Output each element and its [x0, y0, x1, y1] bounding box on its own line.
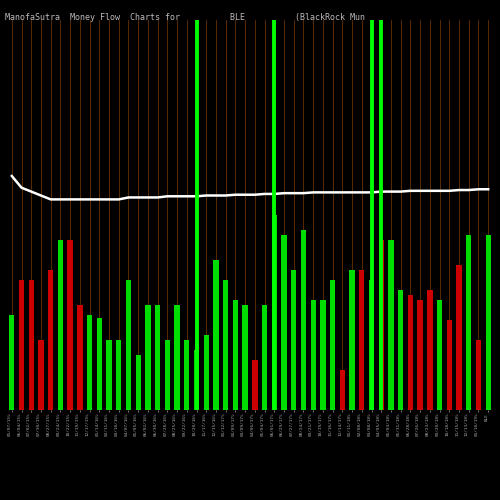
Bar [476, 340, 481, 410]
Bar [340, 370, 345, 410]
Bar [291, 270, 296, 410]
Bar [223, 280, 228, 410]
Bar [28, 280, 34, 410]
Bar [184, 340, 190, 410]
Bar [164, 340, 170, 410]
Bar [282, 235, 286, 410]
Bar [204, 335, 209, 410]
Bar [68, 240, 73, 410]
Bar [378, 240, 384, 410]
Bar [437, 300, 442, 410]
Bar [301, 230, 306, 410]
Bar [446, 320, 452, 410]
Bar [155, 305, 160, 410]
Bar [214, 260, 218, 410]
Bar [427, 290, 432, 410]
Bar [330, 280, 336, 410]
Bar [136, 355, 141, 410]
Bar [320, 300, 326, 410]
Bar [87, 315, 92, 410]
Bar [369, 280, 374, 410]
Bar [398, 290, 404, 410]
Bar [262, 305, 268, 410]
Bar [116, 340, 121, 410]
Bar [174, 305, 180, 410]
Bar [38, 340, 44, 410]
Bar [77, 305, 82, 410]
Bar [19, 280, 24, 410]
Bar [350, 270, 355, 410]
Bar [242, 305, 248, 410]
Bar [58, 240, 63, 410]
Bar [96, 318, 102, 410]
Bar [272, 215, 277, 410]
Bar [359, 270, 364, 410]
Bar [418, 300, 423, 410]
Bar [486, 235, 491, 410]
Bar [9, 315, 15, 410]
Bar [456, 265, 462, 410]
Bar [252, 360, 258, 410]
Text: ManofaSutra  Money Flow  Charts for          BLE          (BlackRock Mun: ManofaSutra Money Flow Charts for BLE (B… [5, 12, 365, 22]
Bar [126, 280, 131, 410]
Bar [466, 235, 471, 410]
Bar [232, 300, 238, 410]
Bar [310, 300, 316, 410]
Bar [106, 340, 112, 410]
Bar [388, 240, 394, 410]
Bar [194, 350, 199, 410]
Bar [145, 305, 150, 410]
Bar [48, 270, 54, 410]
Bar [408, 295, 413, 410]
